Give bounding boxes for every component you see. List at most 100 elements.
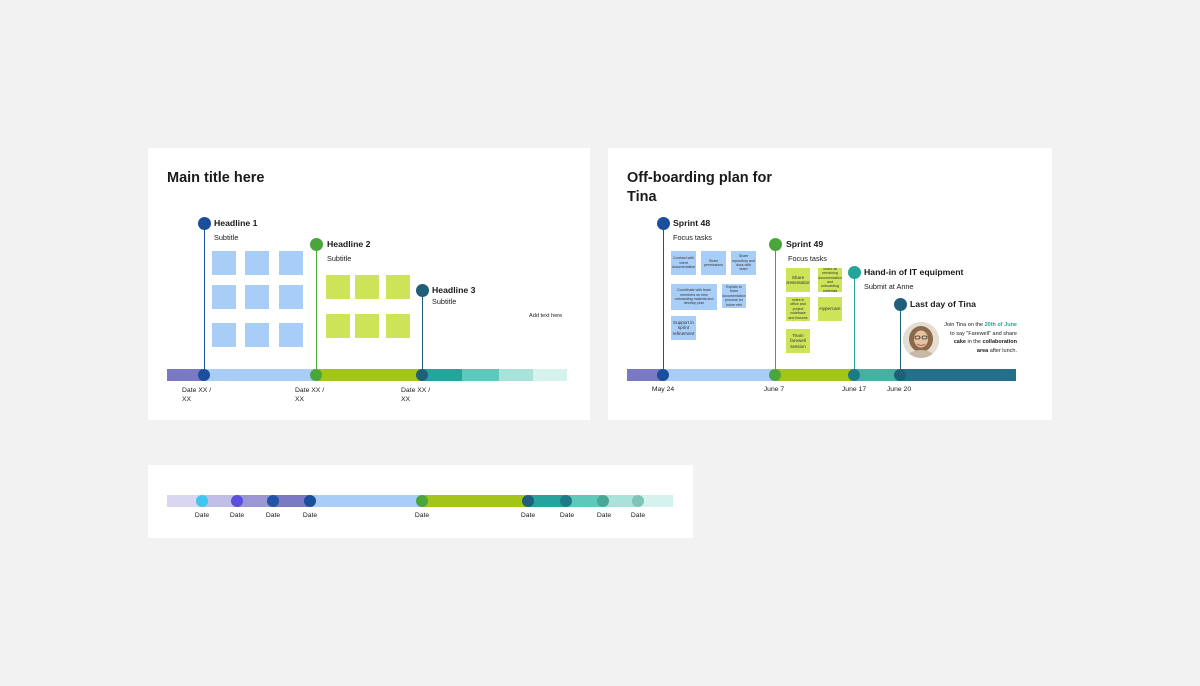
timeline-marker: [848, 369, 860, 381]
date-label: Date: [630, 512, 646, 519]
sticky-note[interactable]: Explain to team documentation process fo…: [722, 284, 746, 308]
headline-2-title: Headline 2: [327, 239, 371, 249]
timeline-marker: [894, 369, 906, 381]
timeline-marker: [310, 369, 322, 381]
date-label: May 24: [651, 386, 675, 393]
sticky-note[interactable]: [279, 251, 303, 275]
card-title: Main title here: [167, 170, 265, 186]
sticky-note[interactable]: [386, 275, 410, 299]
milestone-line: [316, 245, 317, 376]
sticky-note[interactable]: Team farewell session: [786, 329, 810, 353]
headline-3-title: Headline 3: [432, 285, 476, 295]
timeline-segment: [237, 495, 273, 507]
sticky-note[interactable]: Coordinate with team members on new onbo…: [671, 284, 717, 310]
add-text-placeholder[interactable]: Add text here: [529, 313, 563, 319]
date-label: Date: [194, 512, 210, 519]
timeline-segment: [775, 369, 854, 381]
message-date-highlight: 20th of June: [984, 322, 1017, 328]
headline-1-marker: [198, 217, 211, 230]
date-label: Date: [559, 512, 575, 519]
offboarding-plan-card[interactable]: Off-boarding plan for Tina Sprint 48 Foc…: [608, 148, 1052, 420]
date-label: Date: [596, 512, 612, 519]
timeline-segment: [638, 495, 673, 507]
sprint-48-subtitle: Focus tasks: [673, 233, 712, 242]
last-day-title: Last day of Tina: [910, 299, 976, 309]
message-text: after lunch.: [988, 347, 1017, 354]
timeline-segment: [854, 369, 900, 381]
date-label: Date XX / XX: [182, 387, 212, 403]
sticky-note[interactable]: [212, 323, 236, 347]
timeline-template-card[interactable]: Main title here Headline 1 Subtitle Head…: [148, 148, 590, 420]
sticky-note[interactable]: Contract with client documentation: [671, 251, 696, 275]
farewell-message: Join Tina on the 20th of June to say "Fa…: [942, 321, 1017, 355]
timeline-segment: [204, 369, 316, 381]
timeline-segment: [273, 495, 310, 507]
message-bold: cake: [953, 339, 966, 345]
it-handin-title: Hand-in of IT equipment: [864, 267, 964, 277]
sticky-note[interactable]: [326, 314, 350, 338]
timeline-segment: [603, 495, 638, 507]
date-label: June 17: [841, 386, 867, 393]
sticky-note[interactable]: [279, 323, 303, 347]
timeline-segment: [566, 495, 603, 507]
timeline-marker: [198, 369, 210, 381]
sticky-note[interactable]: [279, 285, 303, 309]
sticky-note[interactable]: [245, 323, 269, 347]
card-title: Off-boarding plan for Tina: [627, 170, 772, 205]
it-handin-marker: [848, 266, 861, 279]
sticky-note[interactable]: Share all notes in office and project co…: [786, 297, 810, 321]
sticky-note[interactable]: Hypercare: [818, 297, 842, 321]
timeline-segment: [499, 369, 533, 381]
sprint-49-title: Sprint 49: [786, 239, 824, 249]
timeline-segment: [627, 369, 663, 381]
headline-3-marker: [416, 284, 429, 297]
headline-1-title: Headline 1: [214, 218, 258, 228]
headline-3-subtitle: Subtitle: [432, 297, 457, 306]
date-label: June 7: [763, 386, 785, 393]
milestone-line: [663, 224, 664, 376]
sticky-note[interactable]: [355, 314, 379, 338]
tina-avatar: [903, 322, 939, 358]
message-text: Join Tina on the: [944, 322, 985, 328]
date-label: Date XX / XX: [401, 387, 431, 403]
sticky-note[interactable]: [212, 285, 236, 309]
sticky-note[interactable]: [245, 251, 269, 275]
timeline-segment: [528, 495, 566, 507]
timeline-marker: [416, 369, 428, 381]
message-text: in the: [965, 339, 983, 345]
timeline-segment: [663, 369, 775, 381]
milestone-line: [900, 305, 901, 376]
person-icon: [903, 322, 939, 358]
timeline-segment: [900, 369, 1016, 381]
sticky-note[interactable]: [326, 275, 350, 299]
sticky-note[interactable]: [212, 251, 236, 275]
message-text: to say "Farewell" and share: [950, 330, 1017, 337]
headline-1-subtitle: Subtitle: [214, 233, 239, 242]
sticky-note[interactable]: Share repository and docs with team: [731, 251, 756, 275]
timeline-marker: [769, 369, 781, 381]
date-marker: [304, 495, 316, 507]
date-marker: [196, 495, 208, 507]
timeline-segment: [422, 495, 528, 507]
date-label: June 20: [886, 386, 912, 393]
date-strip-card[interactable]: Date Date Date Date Date Date Date Date …: [148, 465, 693, 538]
timeline-segment: [422, 369, 462, 381]
sticky-note[interactable]: Share permissions: [701, 251, 726, 275]
headline-2-subtitle: Subtitle: [327, 254, 352, 263]
date-label: Date: [414, 512, 430, 519]
date-marker: [632, 495, 644, 507]
sticky-note[interactable]: [355, 275, 379, 299]
sticky-note[interactable]: Share presentation: [786, 268, 810, 292]
sticky-note[interactable]: [386, 314, 410, 338]
date-label: Date: [265, 512, 281, 519]
date-marker: [231, 495, 243, 507]
date-marker: [560, 495, 572, 507]
sprint-48-marker: [657, 217, 670, 230]
timeline-segment: [316, 369, 422, 381]
sticky-note[interactable]: [245, 285, 269, 309]
sticky-note[interactable]: Share all remaining documentation and on…: [818, 268, 842, 292]
timeline-segment: [310, 495, 422, 507]
sticky-note[interactable]: Support in sprint refinement: [671, 316, 696, 340]
sprint-49-marker: [769, 238, 782, 251]
date-label: Date XX / XX: [295, 387, 325, 403]
